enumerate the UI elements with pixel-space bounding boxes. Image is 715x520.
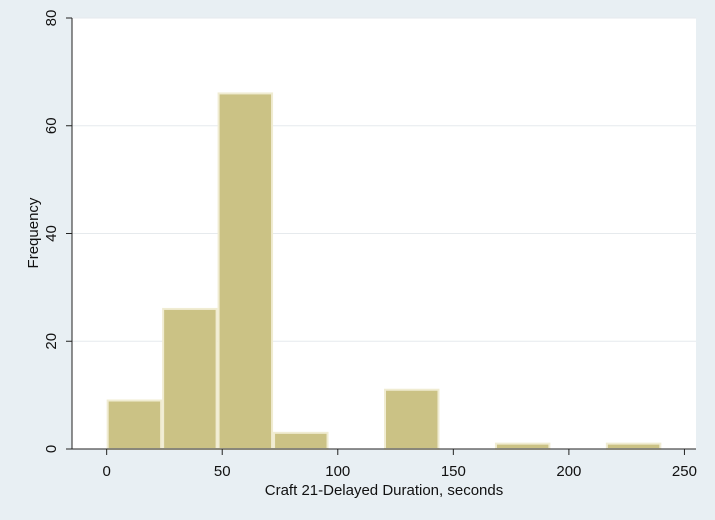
- histogram-bar: [106, 399, 163, 451]
- histogram-bar: [162, 307, 218, 450]
- y-tick-label: 0: [43, 445, 60, 453]
- x-tick-label: 150: [441, 463, 466, 480]
- y-tick-label: 40: [43, 225, 60, 242]
- x-tick-label: 250: [672, 463, 697, 480]
- x-tick-label: 0: [102, 463, 110, 480]
- y-tick-label: 20: [43, 333, 60, 350]
- histogram-bar: [494, 442, 551, 450]
- histogram-bar: [605, 442, 662, 450]
- x-axis-title: Craft 21-Delayed Duration, seconds: [265, 482, 503, 499]
- y-tick-label: 60: [43, 117, 60, 134]
- x-axis-ticks: 0 50 100 150 200 250: [102, 449, 697, 480]
- histogram-bar: [273, 431, 329, 450]
- histogram-bar: [217, 92, 274, 451]
- y-axis-ticks: 0 20 40 60 80: [43, 10, 72, 453]
- histogram-bar: [384, 388, 440, 450]
- y-tick-label: 80: [43, 10, 60, 27]
- x-tick-label: 100: [325, 463, 350, 480]
- y-axis-title: Frequency: [25, 197, 42, 268]
- x-tick-label: 50: [214, 463, 231, 480]
- x-tick-label: 200: [556, 463, 581, 480]
